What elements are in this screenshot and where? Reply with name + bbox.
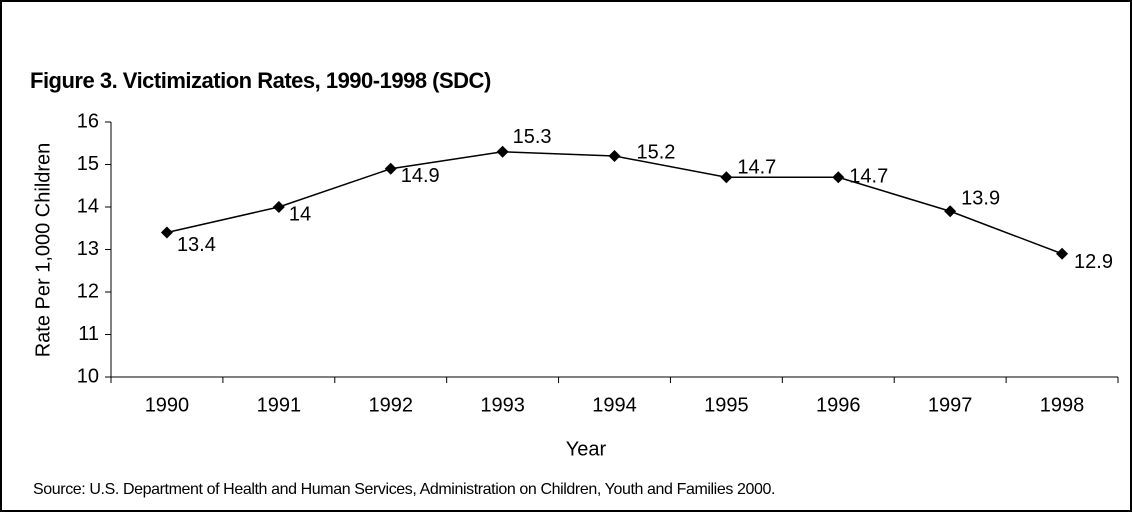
- data-point: [832, 171, 845, 184]
- x-tick-label: 1993: [480, 394, 525, 416]
- data-label: 14: [289, 203, 311, 225]
- chart-title: Figure 3. Victimization Rates, 1990-1998…: [30, 68, 491, 93]
- data-point: [272, 201, 285, 213]
- x-tick-label: 1991: [257, 394, 302, 416]
- y-tick-label: 15: [77, 153, 99, 175]
- data-point: [608, 150, 621, 162]
- x-tick-label: 1994: [592, 394, 637, 416]
- data-point: [384, 162, 397, 175]
- x-tick-label: 1992: [368, 394, 413, 416]
- y-tick-label: 16: [77, 110, 99, 132]
- y-tick-label: 12: [77, 280, 99, 302]
- data-point: [496, 145, 509, 158]
- data-point: [720, 171, 733, 184]
- y-tick-label: 14: [77, 195, 99, 217]
- y-axis-label: Rate Per 1,000 Children: [32, 143, 54, 358]
- x-tick-label: 1995: [704, 394, 749, 416]
- y-tick-label: 13: [77, 238, 99, 260]
- x-tick-label: 1990: [145, 394, 190, 416]
- data-point: [1056, 247, 1069, 260]
- data-point: [160, 226, 173, 239]
- data-label: 15.2: [637, 141, 676, 163]
- data-label: 13.4: [177, 234, 216, 256]
- data-point: [944, 205, 957, 218]
- source-note: Source: U.S. Department of Health and Hu…: [33, 481, 775, 498]
- y-tick-label: 10: [77, 365, 99, 387]
- data-label: 12.9: [1074, 251, 1113, 273]
- y-tick-label: 11: [78, 323, 99, 345]
- data-label: 14.7: [737, 157, 776, 179]
- x-tick-label: 1996: [816, 394, 861, 416]
- data-label: 15.3: [513, 126, 552, 148]
- x-tick-label: 1997: [928, 394, 973, 416]
- x-axis-label: Year: [566, 438, 607, 460]
- data-label: 14.9: [401, 165, 440, 187]
- data-label: 14.7: [849, 166, 888, 188]
- data-label: 13.9: [961, 188, 1000, 210]
- x-tick-label: 1998: [1040, 394, 1085, 416]
